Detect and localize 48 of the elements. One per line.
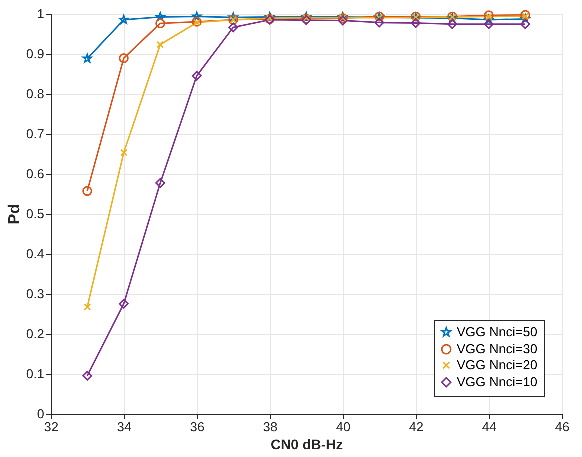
point (228, 12, 238, 22)
y-tick-label: 0.9 (26, 46, 44, 62)
point (156, 12, 166, 22)
x-tick-label: 38 (263, 420, 278, 434)
point (120, 149, 128, 156)
point (192, 12, 202, 21)
y-tick-label: 0.4 (26, 246, 44, 262)
point (82, 371, 92, 381)
point (484, 19, 494, 30)
point (119, 299, 129, 309)
legend-label: VGG Nnci=10 (457, 374, 538, 390)
x-tick-label: 46 (555, 420, 570, 434)
point (84, 304, 92, 311)
x-tick-label: 34 (117, 420, 132, 434)
x-tick-label: 40 (336, 420, 351, 434)
y-tick-label: 0.5 (26, 206, 44, 222)
point (448, 19, 458, 30)
point (520, 14, 530, 24)
legend-label: VGG Nnci=20 (457, 358, 538, 372)
point (520, 10, 530, 20)
x-tick-label: 42 (409, 420, 424, 434)
x-axis-title: CN0 dB-Hz (270, 436, 344, 452)
y-tick-label: 1 (37, 6, 44, 22)
y-tick-label: 0.8 (26, 86, 44, 102)
point (156, 41, 164, 48)
point (484, 10, 494, 21)
legend-label: VGG Nnci=50 (457, 324, 538, 340)
point (192, 71, 202, 81)
point (82, 54, 92, 63)
y-tick-label: 0.6 (26, 166, 44, 182)
y-tick-label: 0.1 (26, 366, 44, 382)
point (338, 16, 348, 26)
point (82, 186, 92, 196)
y-tick-label: 0.3 (26, 286, 44, 302)
x-tick-label: 32 (44, 420, 59, 434)
y-tick-label: 0 (37, 406, 44, 422)
y-tick-label: 0.2 (26, 326, 44, 342)
point (119, 53, 129, 64)
point (119, 15, 129, 24)
x-tick-label: 36 (190, 420, 205, 434)
y-axis-title: Pd (6, 204, 24, 225)
point (228, 22, 238, 33)
x-tick-label: 44 (482, 420, 497, 434)
y-tick-label: 0.7 (26, 126, 44, 142)
point (520, 19, 530, 30)
point (156, 178, 166, 188)
legend-label: VGG Nnci=30 (457, 342, 538, 356)
point (156, 18, 166, 29)
